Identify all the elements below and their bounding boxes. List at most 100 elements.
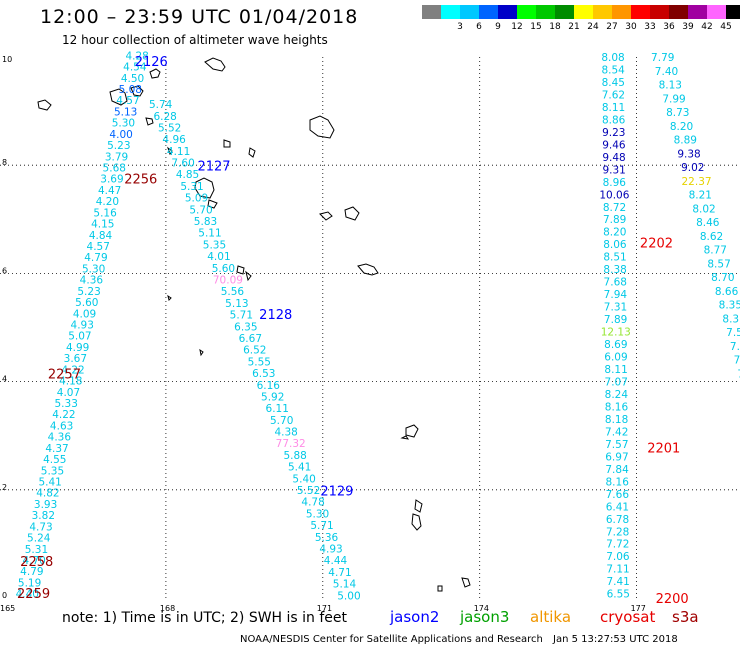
wave-height-value: 7.31 [604, 302, 627, 314]
wave-height-value: 4.50 [121, 73, 144, 85]
wave-height-value: 10.06 [599, 189, 629, 201]
wave-height-value: 6.67 [239, 333, 262, 345]
wave-height-value: 5.30 [112, 118, 135, 130]
wave-height-value: 4.47 [98, 185, 121, 197]
island-outline [236, 265, 245, 275]
pass-id-label: 2128 [259, 308, 292, 323]
satellite-legend-jason3: jason3 [460, 608, 510, 626]
lon-tick-label: 168 [160, 604, 175, 613]
wave-height-value: 8.54 [601, 64, 625, 76]
wave-height-value: 6.78 [606, 514, 629, 526]
wave-height-value: 7.94 [604, 289, 628, 301]
wave-height-value: 4.78 [301, 497, 324, 509]
wave-height-value: 7.53 [737, 368, 740, 380]
wave-height-value: 6.52 [243, 345, 266, 357]
wave-height-value: 3.67 [64, 353, 87, 365]
generated-timestamp: Jan 5 13:27:53 UTC 2018 [553, 634, 678, 645]
wave-height-value: 4.79 [20, 566, 43, 578]
wave-height-value: 22.37 [682, 176, 712, 188]
wave-height-value: 4.70 [22, 555, 45, 567]
wave-height-value: 5.13 [225, 298, 248, 310]
wave-height-value: 8.13 [659, 80, 682, 92]
wave-height-value: 9.48 [602, 152, 625, 164]
wave-height-value: 4.11 [167, 146, 190, 158]
pass-id-label: 2127 [197, 160, 230, 175]
island-outline [248, 147, 256, 158]
wave-height-value: 8.31 [722, 313, 740, 325]
wave-height-value: 7.28 [606, 526, 629, 538]
wave-height-value: 5.09 [185, 193, 208, 205]
wave-height-value: 5.23 [77, 286, 100, 298]
wave-height-value: 4.01 [207, 251, 230, 263]
wave-height-value: 8.16 [605, 401, 629, 413]
island-outline [167, 146, 173, 156]
legend-swatch [669, 5, 688, 19]
wave-height-value: 5.71 [310, 520, 333, 532]
wave-height-value: 5.68 [103, 163, 126, 175]
lat-tick-label: 10 [2, 55, 12, 64]
island-outline [411, 513, 422, 531]
wave-height-value: 4.28 [125, 50, 148, 62]
lat-tick-label: 0 [2, 591, 7, 600]
wave-height-value: 5.07 [68, 331, 91, 343]
wave-height-value: 7.57 [605, 439, 628, 451]
wave-height-value: 8.86 [602, 114, 626, 126]
legend-swatch [422, 5, 441, 19]
legend-swatch [631, 5, 650, 19]
wave-height-value: 3.82 [32, 510, 55, 522]
legend-swatch [498, 5, 517, 19]
lon-tick-label: 174 [474, 604, 489, 613]
wave-height-value: 4.44 [324, 555, 348, 567]
legend-label: 24 [587, 22, 599, 32]
wave-height-value: 5.11 [198, 228, 221, 240]
wave-height-value: 5.71 [230, 310, 253, 322]
legend-swatch [726, 5, 740, 19]
wave-height-value: 5.41 [38, 477, 61, 489]
wave-height-value: 6.53 [252, 368, 275, 380]
wave-height-value: 4.99 [66, 342, 89, 354]
lon-tick-label: 165 [0, 604, 15, 613]
wave-height-value: 8.66 [715, 286, 739, 298]
wave-height-value: 5.13 [114, 106, 137, 118]
units-note: note: 1) Time is in UTC; 2) SWH is in fe… [62, 610, 348, 626]
pass-id-label: 2200 [656, 592, 689, 607]
legend-swatch [593, 5, 612, 19]
island-outline [204, 57, 226, 72]
wave-height-value: 7.11 [606, 564, 629, 576]
legend-label: 30 [625, 22, 637, 32]
island-outline [130, 85, 144, 97]
wave-height-value: 8.45 [602, 77, 625, 89]
wave-height-value: 8.02 [692, 203, 715, 215]
legend-swatch [650, 5, 669, 19]
wave-height-value: 4.15 [91, 219, 114, 231]
legend-label: 39 [682, 22, 694, 32]
legend-label: 6 [476, 22, 482, 32]
wave-height-value: 8.57 [707, 258, 730, 270]
legend-label: 12 [511, 22, 523, 32]
wave-height-value: 7.99 [730, 341, 740, 353]
wave-height-value: 5.08 [119, 84, 142, 96]
wave-height-value: 7.58 [726, 327, 740, 339]
pass-id-label: 2257 [48, 367, 81, 382]
wave-height-value: 6.16 [257, 380, 281, 392]
wave-height-value: 4.85 [176, 169, 199, 181]
wave-height-value: 5.00 [337, 590, 360, 602]
pass-id-label: 2201 [647, 442, 680, 457]
island-outline [437, 585, 443, 592]
lat-tick-label: 6 [2, 266, 7, 275]
wave-height-value: 5.88 [283, 450, 306, 462]
wave-height-value: 4.57 [116, 95, 139, 107]
wave-height-value: 8.35 [719, 300, 740, 312]
wave-height-value: 8.21 [689, 190, 712, 202]
wave-height-value: 4.82 [36, 488, 59, 500]
island-outline [461, 577, 471, 588]
wave-height-value: 12.13 [601, 327, 631, 339]
legend-swatch [517, 5, 536, 19]
island-outline [357, 263, 379, 276]
wave-height-value: 9.46 [602, 139, 626, 151]
wave-height-value: 4.36 [48, 432, 72, 444]
pass-id-label: 2258 [20, 555, 53, 570]
wave-height-value: 8.96 [603, 177, 627, 189]
wave-height-value: 4.22 [61, 364, 84, 376]
